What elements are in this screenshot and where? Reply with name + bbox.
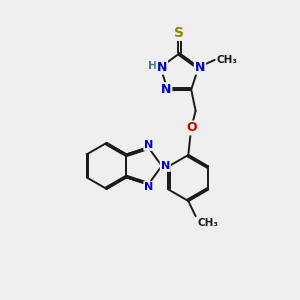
Text: CH₃: CH₃ [197, 218, 218, 228]
Text: N: N [157, 61, 167, 74]
Text: N: N [161, 161, 170, 171]
Text: CH₃: CH₃ [216, 55, 237, 65]
Text: O: O [186, 122, 196, 134]
Text: S: S [174, 26, 184, 40]
Text: N: N [195, 61, 205, 74]
Text: N: N [161, 83, 171, 96]
Text: H: H [148, 61, 157, 71]
Text: N: N [144, 182, 154, 192]
Text: N: N [144, 140, 154, 150]
